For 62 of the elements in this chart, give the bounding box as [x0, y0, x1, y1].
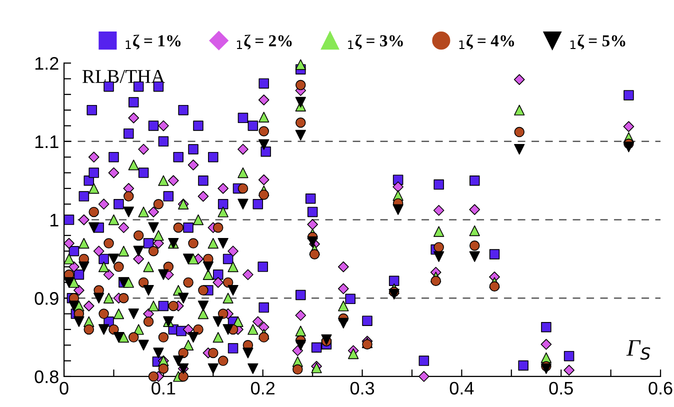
point — [222, 324, 234, 335]
point — [182, 254, 194, 264]
point — [248, 363, 258, 374]
legend-label: $_{1}$ζ = 5% — [570, 34, 626, 50]
x-tick-label: 0.4 — [450, 382, 474, 395]
point — [295, 130, 306, 140]
point — [64, 277, 74, 288]
point — [307, 236, 318, 248]
point — [218, 238, 228, 249]
point — [208, 363, 218, 374]
point — [469, 251, 480, 262]
point — [188, 332, 199, 343]
point — [540, 363, 552, 374]
legend-label: $_{1}$ζ = 4% — [459, 34, 514, 50]
point — [93, 292, 104, 304]
point — [178, 292, 189, 304]
point — [212, 316, 224, 327]
legend-label: $_{1}$ζ = 2% — [236, 34, 292, 50]
legend-label: $_{1}$ζ = 3% — [348, 34, 403, 50]
x-tick-label: 0.1 — [152, 382, 176, 395]
point — [258, 139, 270, 150]
point — [68, 300, 80, 312]
point — [74, 316, 84, 327]
point — [295, 340, 306, 350]
point — [173, 355, 184, 366]
point — [392, 204, 404, 215]
y-tick-label: 0.8 — [34, 370, 58, 384]
point — [113, 332, 124, 343]
point — [202, 261, 214, 272]
point — [128, 308, 139, 320]
point — [158, 269, 169, 280]
point — [338, 318, 349, 329]
y-tick-label: 1.2 — [35, 57, 58, 70]
point — [514, 144, 525, 155]
x-tick-label: 0 — [60, 382, 68, 395]
x-tick-label: 0.6 — [648, 382, 672, 395]
point — [623, 142, 634, 152]
point — [123, 206, 134, 218]
point — [388, 288, 400, 300]
x-tick-label: 0.3 — [350, 382, 374, 395]
point — [98, 324, 110, 335]
point — [143, 284, 154, 296]
x-tick-label: 0.2 — [251, 382, 275, 395]
point — [228, 284, 238, 296]
y-tick-label: 1 — [50, 214, 58, 226]
point — [133, 246, 144, 256]
x-axis-title: Γ$_{S}$ — [626, 340, 650, 360]
point — [138, 340, 149, 350]
legend-label: $_{1}$ζ = 1% — [126, 34, 181, 50]
x-tick-label: 0.5 — [549, 382, 573, 395]
point — [88, 222, 100, 233]
point — [78, 261, 90, 272]
point — [198, 300, 209, 312]
point — [242, 348, 254, 358]
point — [108, 254, 120, 264]
point — [295, 96, 306, 108]
y-tick-label: 1.1 — [35, 136, 58, 148]
point — [148, 222, 159, 233]
point — [433, 251, 444, 262]
point — [238, 198, 248, 210]
y-tick-label: 0.9 — [34, 292, 58, 305]
point — [153, 348, 164, 358]
